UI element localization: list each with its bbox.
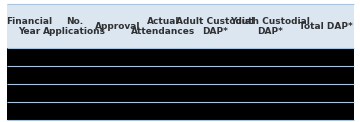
Text: Financial
Year: Financial Year [6,17,52,36]
Bar [7,102,354,120]
Bar [7,48,354,66]
Text: Youth Custodial
DAP*: Youth Custodial DAP* [230,17,310,36]
Text: Adult Custodial
DAP*: Adult Custodial DAP* [176,17,254,36]
Bar [7,4,354,48]
Text: Actual
Attendances: Actual Attendances [131,17,195,36]
Text: Total DAP*: Total DAP* [299,22,353,31]
Bar [7,84,354,102]
Bar [7,66,354,84]
Text: Approval: Approval [95,22,140,31]
Text: No.
Applications: No. Applications [43,17,106,36]
